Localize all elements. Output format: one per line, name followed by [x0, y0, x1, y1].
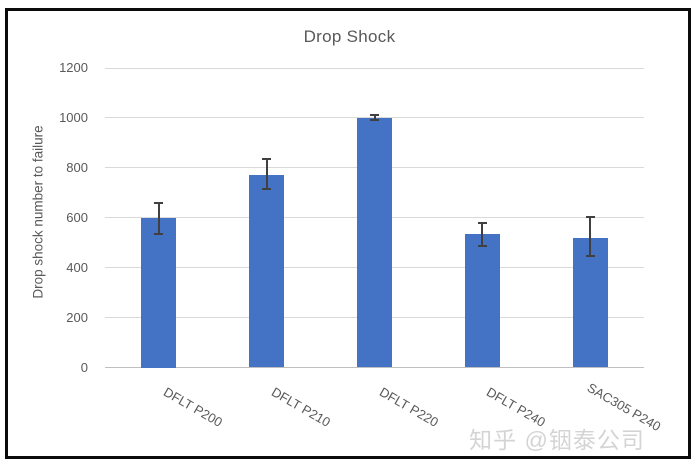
y-tick-0: 0 — [80, 359, 88, 375]
error-bar-cap-3-low — [477, 245, 487, 248]
error-bar-cap-2-low — [370, 119, 379, 122]
bar-sac305-p240 — [572, 237, 608, 368]
error-bar-cap-1-low — [262, 188, 272, 191]
error-bar-cap-4-high — [585, 215, 595, 218]
bar-dflt-p200 — [141, 217, 177, 368]
watermark: 知乎 @铟泰公司 — [469, 427, 645, 453]
gridline-1200 — [105, 67, 644, 69]
error-bar-cap-0-low — [154, 232, 164, 235]
error-bar-line-3 — [481, 222, 484, 247]
y-tick-400: 400 — [66, 259, 88, 275]
bar-dflt-p240 — [464, 233, 500, 368]
bar-dflt-p220 — [357, 117, 392, 368]
error-bar-cap-4-low — [585, 255, 595, 258]
x-axis-line — [105, 367, 644, 368]
chart-border-frame — [5, 8, 691, 459]
y-tick-1000: 1000 — [59, 109, 88, 125]
y-tick-200: 200 — [66, 309, 88, 325]
y-tick-800: 800 — [66, 159, 88, 175]
error-bar-line-1 — [265, 159, 268, 190]
error-bar-cap-1-high — [262, 158, 272, 161]
error-bar-cap-3-high — [477, 221, 487, 224]
bar-dflt-p210 — [249, 175, 285, 368]
y-tick-600: 600 — [66, 209, 88, 225]
error-bar-cap-0-high — [154, 201, 164, 204]
error-bar-line-2 — [373, 115, 376, 121]
error-bar-line-0 — [157, 202, 160, 234]
error-bar-line-4 — [589, 216, 592, 257]
error-bar-cap-2-high — [370, 114, 379, 117]
chart-title: Drop Shock — [303, 27, 396, 46]
y-tick-1200: 1200 — [59, 60, 88, 75]
